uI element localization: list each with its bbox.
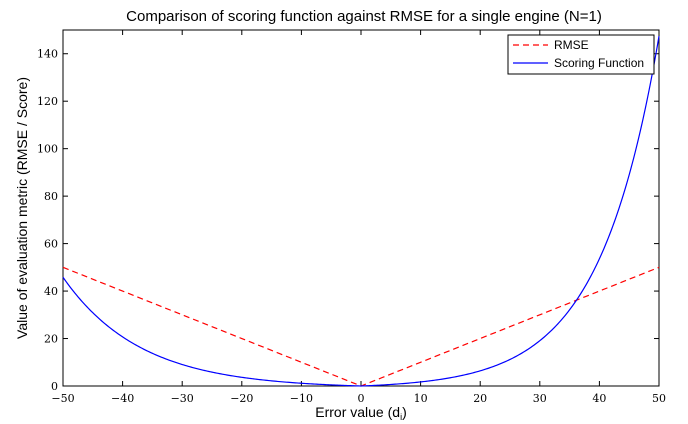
y-axis-label: Value of evaluation metric (RMSE / Score… — [14, 77, 30, 339]
y-tick-label: 100 — [37, 143, 58, 156]
y-tick-label: 140 — [37, 48, 58, 61]
legend-box — [507, 34, 655, 75]
x-tick-label: 40 — [592, 392, 606, 405]
y-tick-label: 20 — [44, 333, 58, 346]
x-axis-label: Error value (di) — [315, 404, 406, 422]
x-tick-label: 50 — [652, 392, 666, 405]
y-tick-label: 120 — [37, 95, 58, 108]
x-tick-label: −50 — [51, 392, 74, 405]
y-tick-label: 60 — [44, 238, 58, 251]
chart-title: Comparison of scoring function against R… — [126, 8, 602, 25]
x-axis-label-suffix: ) — [402, 404, 407, 420]
x-axis-label-main: Error value (d — [315, 404, 400, 420]
series-layer — [62, 36, 660, 387]
x-tick-label: −20 — [230, 392, 253, 405]
x-tick-label: 10 — [414, 392, 428, 405]
legend-label-rmse: RMSE — [554, 38, 589, 52]
x-tick-label: −40 — [111, 392, 134, 405]
y-tick-label: 0 — [51, 380, 58, 393]
legend: RMSE Scoring Function — [507, 34, 655, 75]
legend-label-scoring-function: Scoring Function — [554, 56, 644, 70]
x-tick-label: −30 — [171, 392, 194, 405]
y-axis: 0 20 40 60 80 100 120 140 — [37, 48, 659, 393]
x-tick-label: 30 — [533, 392, 547, 405]
x-tick-label: 20 — [473, 392, 487, 405]
x-tick-label: −10 — [290, 392, 313, 405]
x-tick-label: 0 — [358, 392, 365, 405]
plot-area — [62, 29, 660, 387]
x-axis: −50 −40 −30 −20 −10 0 10 20 30 40 50 — [51, 30, 666, 405]
x-axis-label-subscript: i — [400, 412, 402, 422]
series-line-scoring-function — [62, 36, 660, 387]
y-tick-label: 80 — [44, 190, 58, 203]
y-tick-label: 40 — [44, 285, 58, 298]
